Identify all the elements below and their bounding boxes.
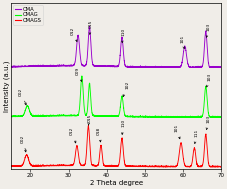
Text: 015: 015 xyxy=(87,114,91,125)
Text: 002: 002 xyxy=(19,88,26,105)
Text: 012: 012 xyxy=(71,26,77,42)
Text: 012: 012 xyxy=(69,127,76,143)
Text: 101: 101 xyxy=(179,35,184,49)
X-axis label: 2 Theta degree: 2 Theta degree xyxy=(89,180,142,186)
Text: 101: 101 xyxy=(173,123,179,139)
Text: 018: 018 xyxy=(97,126,101,142)
Text: 111: 111 xyxy=(193,129,197,144)
Y-axis label: Intensity (a.u.): Intensity (a.u.) xyxy=(3,60,10,112)
Text: 103: 103 xyxy=(205,73,211,87)
Text: 102: 102 xyxy=(122,81,129,97)
Text: 110: 110 xyxy=(121,119,124,134)
Text: 015: 015 xyxy=(88,20,92,34)
Text: 103: 103 xyxy=(205,115,210,130)
Legend: CMA, CMAG, CMAGS: CMA, CMAG, CMAGS xyxy=(13,5,43,25)
Text: 002: 002 xyxy=(21,135,26,152)
Text: 009: 009 xyxy=(76,67,81,81)
Text: 103: 103 xyxy=(205,23,210,37)
Text: 110: 110 xyxy=(121,28,124,43)
